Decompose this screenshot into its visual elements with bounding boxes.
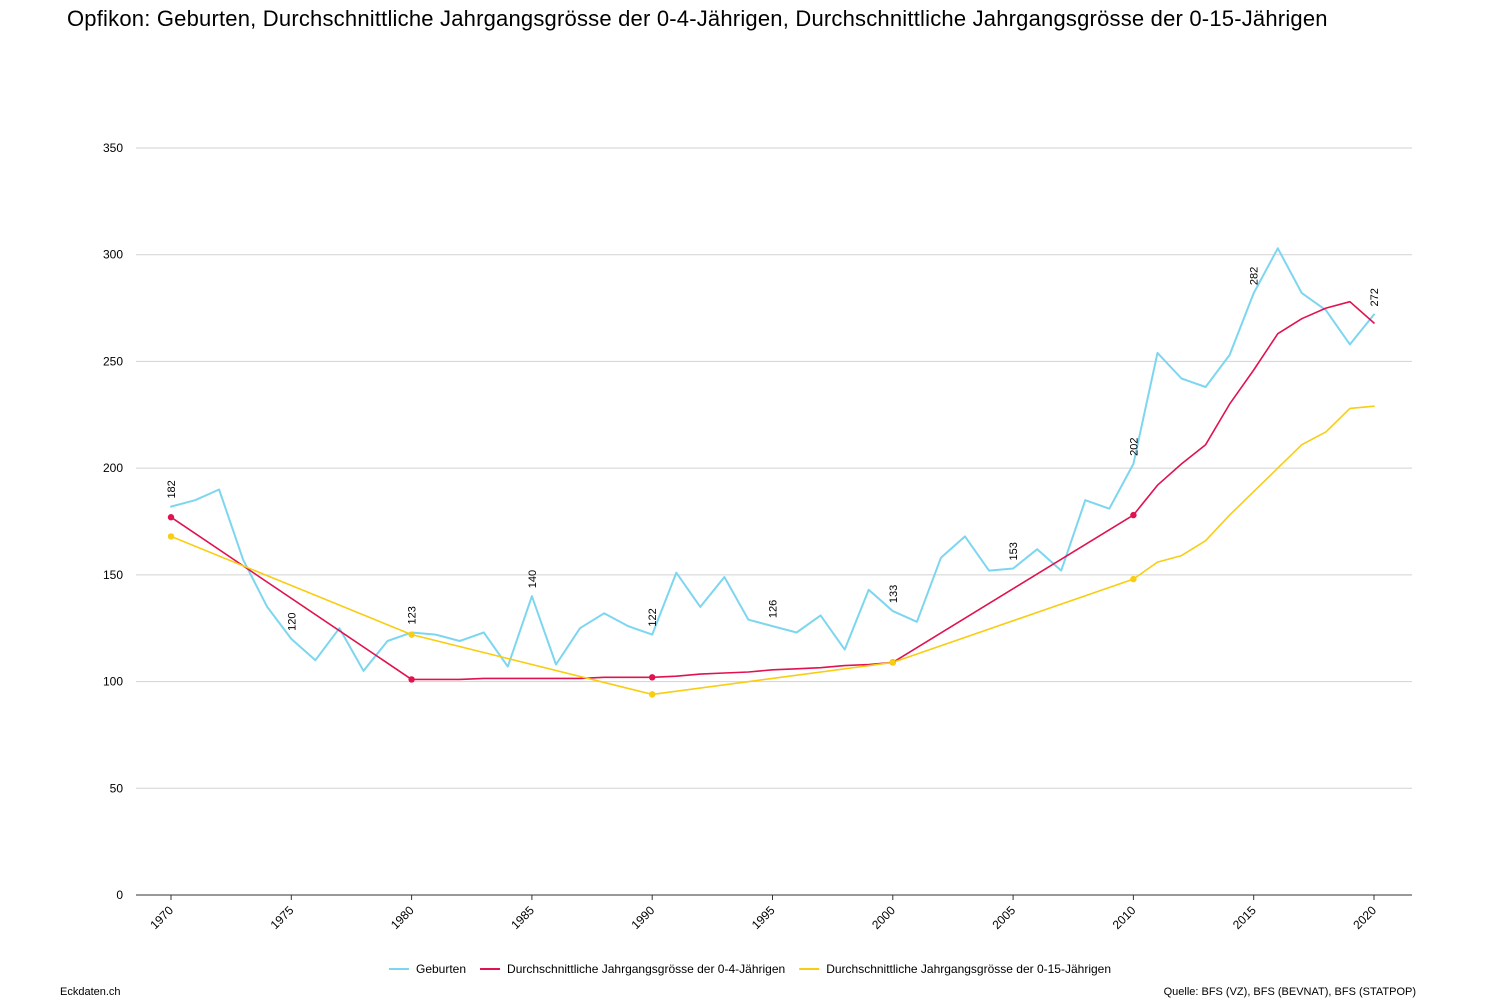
axes: 0 50 100 150 200 250 300 350 1970 1975 1980 1985 199…	[103, 141, 1412, 932]
data-labels: 182 120 123 140 122 126 133 153 202 282 272	[166, 267, 1381, 631]
x-tick-label: 1975	[268, 903, 297, 932]
legend-item: Geburten	[388, 962, 466, 976]
series-line	[170, 300, 1375, 681]
data-point-marker	[1130, 511, 1137, 519]
y-tick-label: 250	[103, 354, 123, 368]
series-line	[170, 247, 1375, 672]
x-tick-label: 2015	[1230, 903, 1259, 932]
data-label: 140	[527, 570, 539, 588]
data-point-marker	[408, 676, 415, 683]
y-tick-label: 50	[110, 781, 124, 795]
data-label: 282	[1249, 267, 1261, 285]
series-markers	[167, 511, 1137, 698]
data-point-marker	[649, 691, 656, 698]
legend-label: Durchschnittliche Jahrgangsgrösse der 0-…	[507, 962, 785, 976]
footer-source: Quelle: BFS (VZ), BFS (BEVNAT), BFS (STA…	[1163, 986, 1416, 998]
data-point-marker	[649, 674, 656, 681]
data-point-marker	[408, 631, 415, 638]
x-tick-label: 1980	[388, 903, 417, 932]
series-line	[170, 405, 1375, 696]
data-label: 202	[1128, 438, 1140, 456]
data-label: 272	[1369, 288, 1381, 306]
data-point-marker	[889, 659, 896, 666]
x-tick-label: 1990	[629, 903, 658, 932]
data-label: 120	[286, 613, 298, 631]
legend-label: Geburten	[416, 962, 466, 976]
data-point-marker	[167, 514, 175, 521]
data-label: 123	[407, 606, 419, 624]
grid-lines	[136, 147, 1412, 789]
y-tick-label: 0	[116, 888, 123, 902]
data-label: 153	[1008, 542, 1020, 560]
legend-item: Durchschnittliche Jahrgangsgrösse der 0-…	[799, 962, 1111, 976]
y-tick-label: 300	[103, 248, 123, 262]
x-tick-label: 1995	[749, 903, 778, 932]
data-label: 122	[647, 608, 659, 626]
x-tick-label: 2005	[989, 903, 1018, 932]
data-label: 182	[166, 480, 178, 498]
y-tick-label: 150	[103, 568, 123, 582]
data-point-marker	[167, 533, 175, 540]
y-tick-label: 200	[103, 461, 123, 475]
data-point-marker	[1130, 575, 1137, 583]
legend-label: Durchschnittliche Jahrgangsgrösse der 0-…	[826, 962, 1111, 976]
chart-title: Opfikon: Geburten, Durchschnittliche Jah…	[67, 6, 1328, 31]
data-label: 126	[768, 600, 780, 618]
x-tick-label: 2010	[1110, 903, 1139, 932]
x-tick-label: 2020	[1350, 903, 1379, 932]
footer-brand: Eckdaten.ch	[60, 986, 121, 998]
legend-item: Durchschnittliche Jahrgangsgrösse der 0-…	[480, 962, 785, 976]
x-tick-label: 1970	[147, 903, 176, 932]
data-label: 133	[888, 585, 900, 603]
x-tick-label: 2000	[869, 903, 898, 932]
y-tick-label: 100	[103, 675, 123, 689]
y-tick-label: 350	[103, 141, 123, 155]
x-tick-label: 1985	[508, 903, 537, 932]
legend: Geburten Durchschnittliche Jahrgangsgröss…	[388, 962, 1111, 976]
series-lines	[170, 247, 1375, 696]
